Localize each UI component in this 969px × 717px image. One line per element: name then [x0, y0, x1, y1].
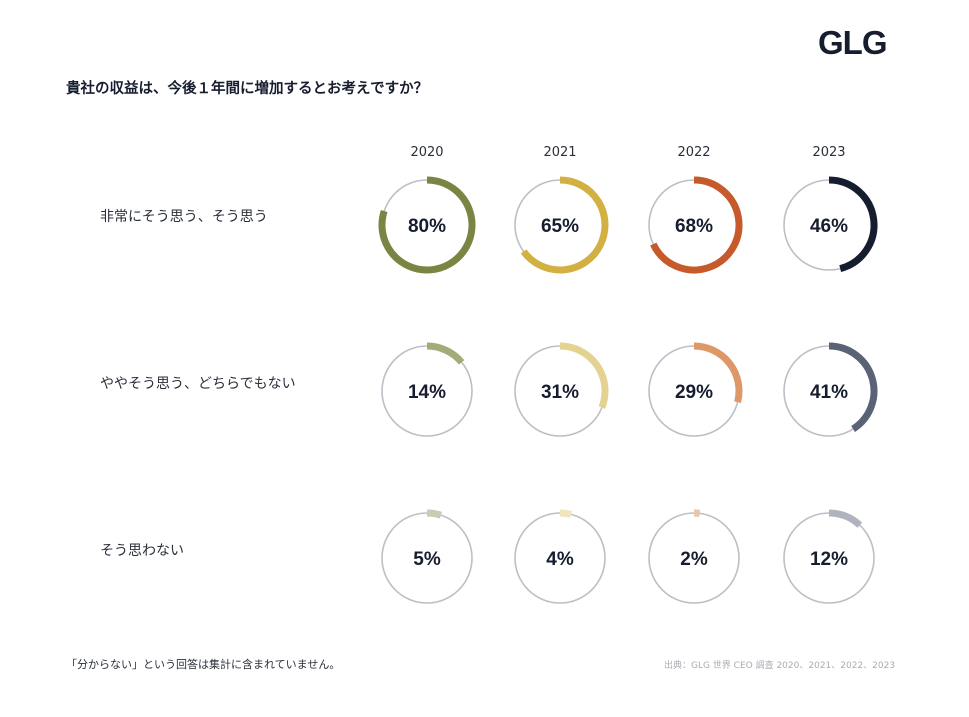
donut-value-disagree-2023: 12% — [810, 549, 848, 570]
donut-value-agree-2022: 68% — [675, 216, 713, 237]
year-label-2023: 2023 — [812, 145, 846, 160]
row-label-agree: 非常にそう思う、そう思う — [100, 209, 268, 225]
donut-value-disagree-2020: 5% — [413, 549, 441, 570]
donut-value-disagree-2021: 4% — [546, 549, 574, 570]
donut-arc-neutral-2021 — [559, 342, 609, 409]
glg-logo: GLG — [818, 24, 887, 61]
donut-arc-agree-2021 — [520, 176, 609, 274]
donut-arc-disagree-2023 — [828, 509, 863, 528]
donut-value-neutral-2022: 29% — [675, 382, 713, 403]
donut-value-agree-2021: 65% — [541, 216, 579, 237]
year-label-2022: 2022 — [677, 145, 711, 160]
row-label-disagree: そう思わない — [100, 543, 184, 559]
donut-value-neutral-2020: 14% — [408, 382, 446, 403]
donut-value-neutral-2021: 31% — [541, 382, 579, 403]
donut-value-disagree-2022: 2% — [680, 549, 708, 570]
row-label-neutral: ややそう思う、どちらでもない — [100, 376, 296, 392]
donut-arc-agree-2022 — [650, 176, 743, 274]
donut-arc-agree-2020 — [378, 176, 476, 274]
donut-arc-neutral-2022 — [693, 342, 743, 404]
source-citation: 出典：GLG 世界 CEO 調査 2020、2021、2022、2023 — [664, 661, 896, 671]
year-label-2020: 2020 — [410, 145, 444, 160]
donut-arc-neutral-2023 — [828, 342, 878, 432]
donut-arc-disagree-2020 — [426, 509, 442, 519]
donut-value-agree-2020: 80% — [408, 216, 446, 237]
donut-value-agree-2023: 46% — [810, 216, 848, 237]
donut-arc-disagree-2021 — [559, 509, 573, 518]
donut-arc-neutral-2020 — [426, 342, 465, 365]
donut-value-neutral-2023: 41% — [810, 382, 848, 403]
footnote: 「分からない」という回答は集計に含まれていません。 — [66, 658, 341, 671]
year-label-2021: 2021 — [543, 145, 577, 160]
donut-arc-agree-2023 — [828, 176, 878, 272]
survey-question: 貴社の収益は、今後１年間に増加するとお考えですか？ — [66, 81, 429, 97]
